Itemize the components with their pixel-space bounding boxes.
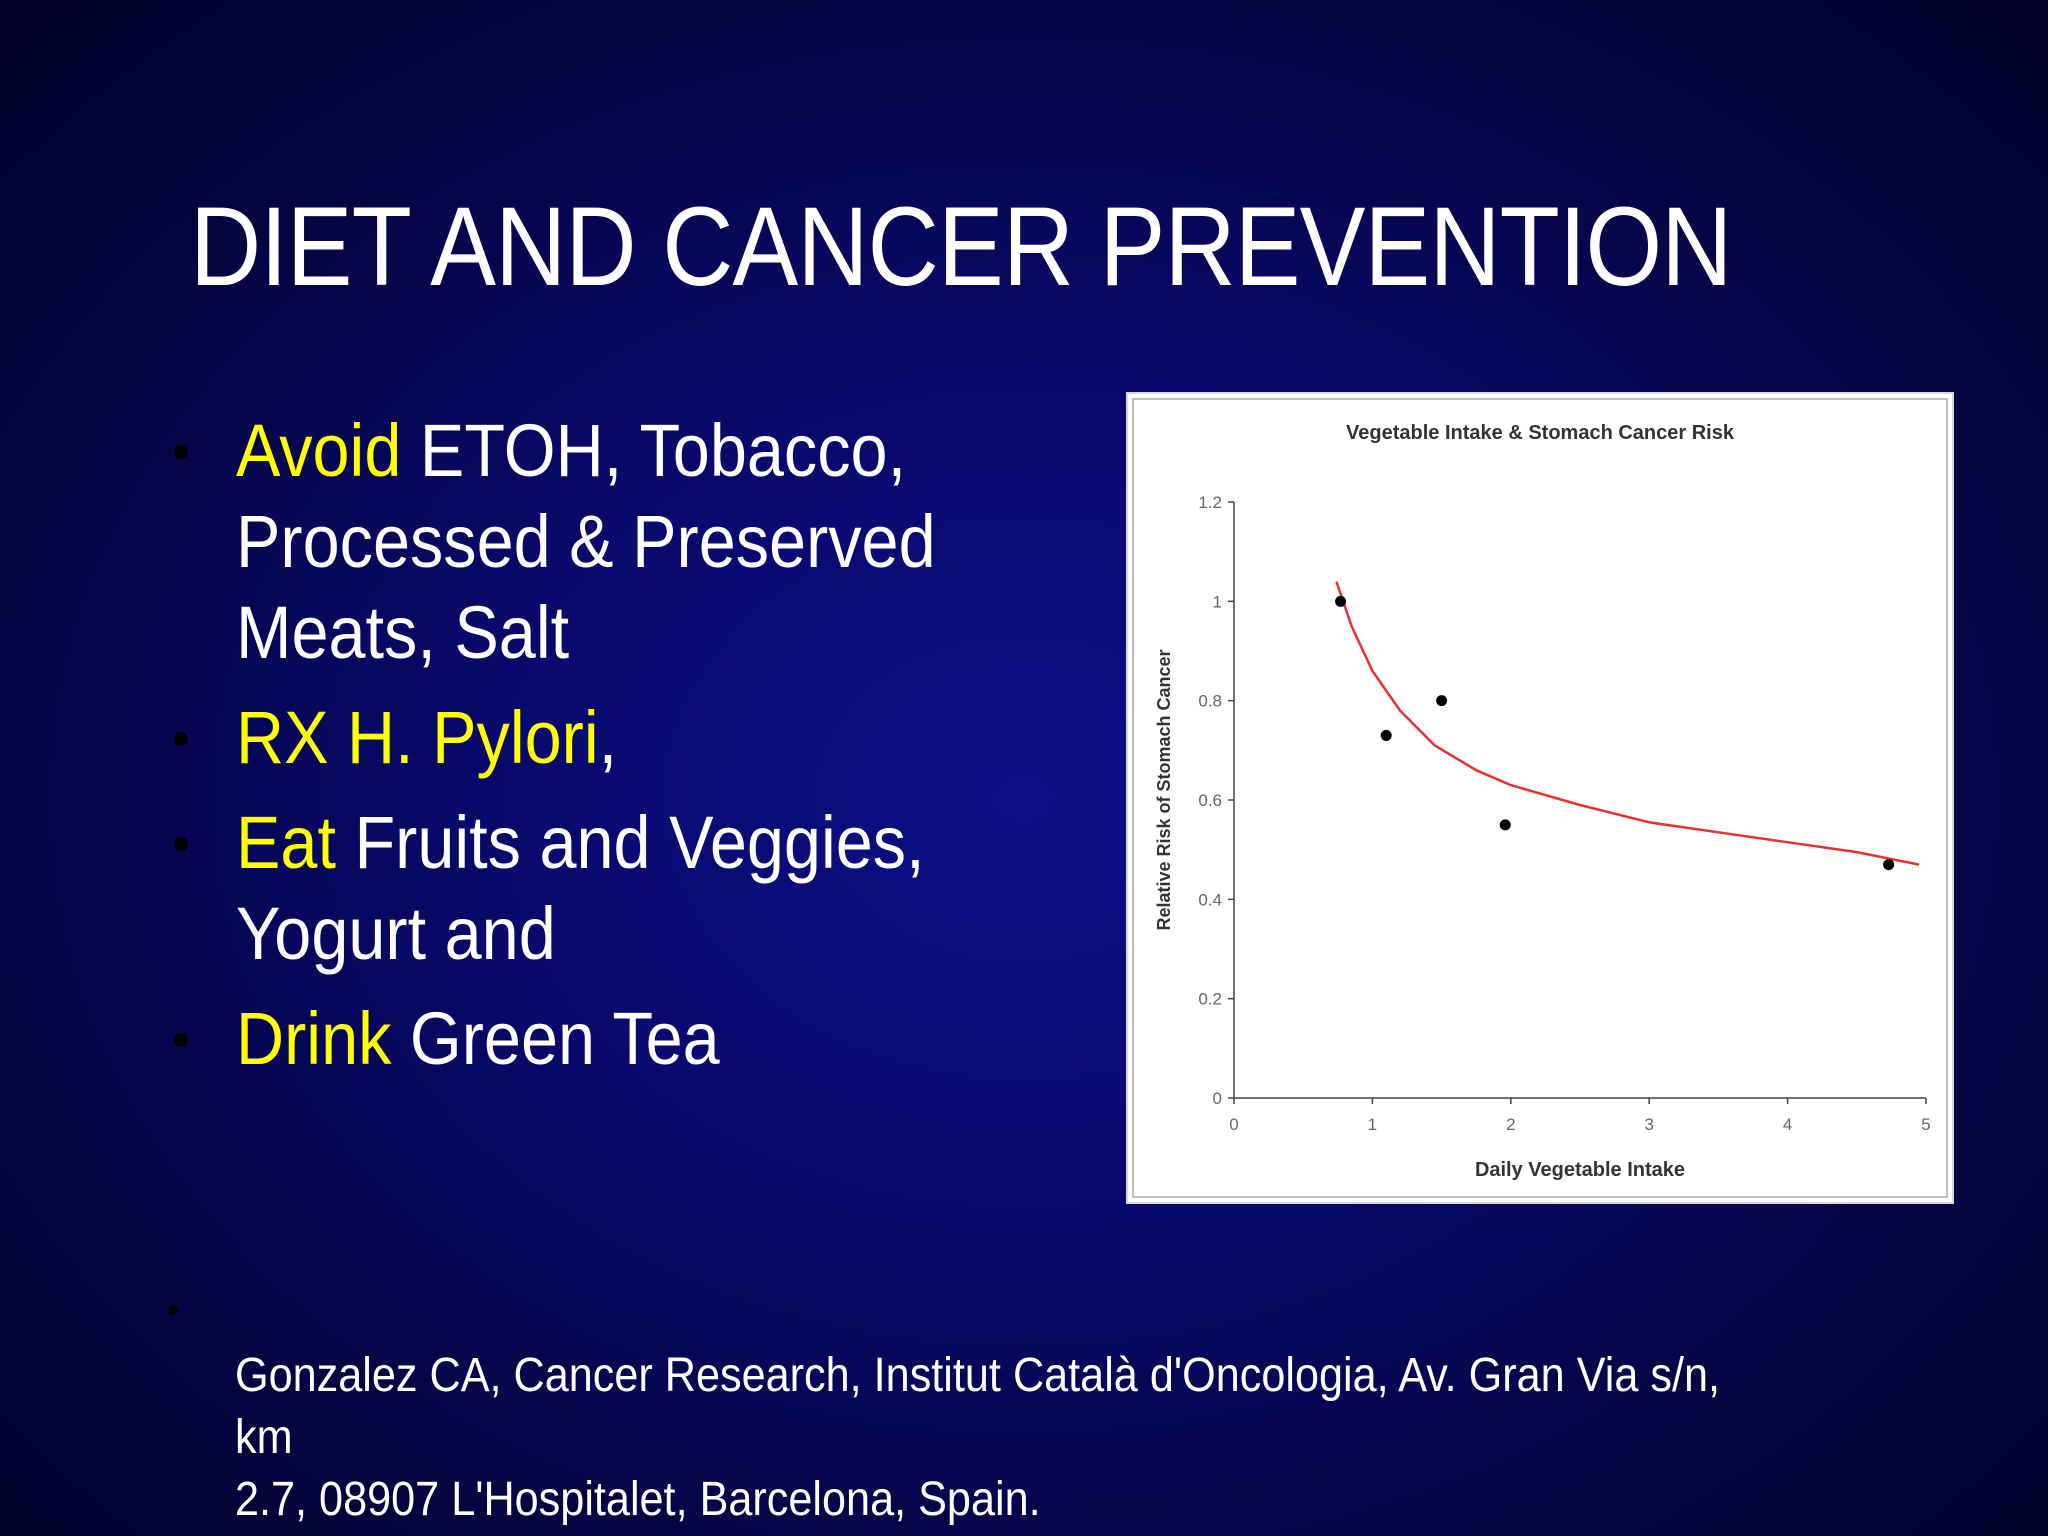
bullet-dot-icon: [174, 445, 188, 459]
x-tick-label: 1: [1368, 1115, 1377, 1134]
bullet-dot-icon: [174, 732, 188, 746]
x-axis-label: Daily Vegetable Intake: [1475, 1159, 1685, 1181]
bullet-keyword: Eat: [236, 801, 336, 884]
citation-line-2: 2.7, 08907 L'Hospitalet, Barcelona, Spai…: [235, 1473, 1041, 1526]
bullet-text: Green Tea: [391, 997, 720, 1080]
y-tick-label: 0.6: [1198, 791, 1222, 810]
bullet-text: ETOH, Tobacco, Processed & Preserved Mea…: [236, 409, 936, 674]
y-tick-label: 0.4: [1198, 890, 1222, 909]
bullet-keyword: Drink: [236, 997, 392, 1080]
bullet-dot-icon: [174, 1033, 188, 1047]
y-tick-label: 0.8: [1198, 692, 1222, 711]
data-point: [1883, 859, 1895, 871]
data-point: [1380, 729, 1392, 741]
empty-bullet-dot-icon: [168, 1305, 178, 1315]
y-axis-label: Relative Risk of Stomach Cancer: [1154, 649, 1174, 930]
bullet-item-rx: RX H. Pylori,: [170, 692, 1030, 783]
data-point: [1436, 695, 1448, 707]
y-tick-label: 1: [1213, 592, 1222, 611]
x-tick-label: 3: [1644, 1115, 1653, 1134]
slide-title: DIET AND CANCER PREVENTION: [190, 184, 1732, 309]
x-tick-label: 0: [1229, 1115, 1238, 1134]
bullet-text: Fruits and Veggies, Yogurt and: [236, 801, 925, 975]
y-tick-label: 0: [1213, 1089, 1222, 1108]
bullet-text: ,: [598, 696, 618, 779]
x-tick-label: 5: [1921, 1115, 1930, 1134]
x-tick-label: 4: [1783, 1115, 1792, 1134]
citation: Gonzalez CA, Cancer Research, Institut C…: [235, 1345, 1915, 1531]
bullet-dot-icon: [174, 837, 188, 851]
trend-curve: [1335, 581, 1920, 866]
data-point: [1335, 595, 1347, 607]
x-tick-label: 2: [1506, 1115, 1515, 1134]
y-tick-label: 0.2: [1198, 990, 1222, 1009]
scatter-chart: Vegetable Intake & Stomach Cancer Risk00…: [1132, 398, 1948, 1198]
chart-panel: Vegetable Intake & Stomach Cancer Risk 0 0…: [1126, 392, 1954, 1204]
bullet-item-eat: Eat Fruits and Veggies, Yogurt and: [170, 797, 1030, 979]
bullet-keyword: Avoid: [236, 409, 402, 492]
bullet-list: Avoid ETOH, Tobacco, Processed & Preserv…: [170, 405, 1030, 1098]
chart-frame: [1132, 398, 1948, 1198]
bullet-item-avoid: Avoid ETOH, Tobacco, Processed & Preserv…: [170, 405, 1030, 678]
chart-title: Vegetable Intake & Stomach Cancer Risk: [1346, 422, 1735, 444]
citation-line-1: Gonzalez CA, Cancer Research, Institut C…: [235, 1349, 1720, 1464]
data-point: [1499, 819, 1511, 831]
bullet-keyword: RX H. Pylori: [236, 696, 599, 779]
y-tick-label: 1.2: [1198, 493, 1222, 512]
bullet-item-drink: Drink Green Tea: [170, 993, 1030, 1084]
